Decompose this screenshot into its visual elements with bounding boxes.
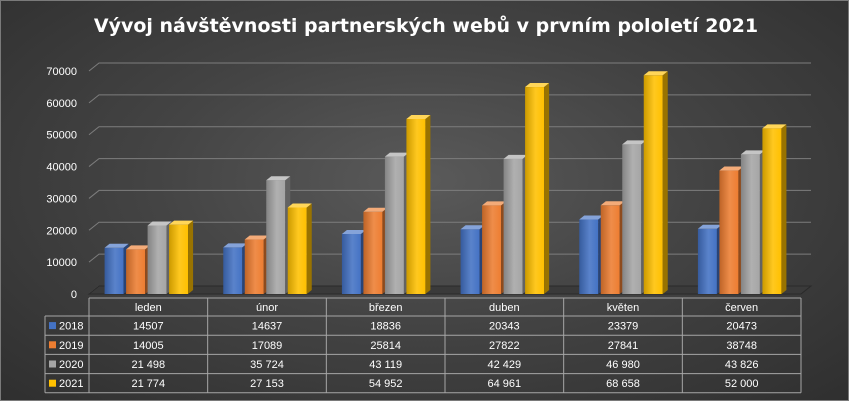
x-category-label: leden (135, 302, 162, 314)
gridline (88, 189, 811, 199)
x-category-label: únor (256, 302, 278, 314)
bar (622, 140, 647, 294)
bars (104, 71, 787, 294)
table-cell: 20343 (489, 321, 520, 333)
bar (266, 176, 291, 294)
x-category-label: březen (369, 302, 403, 314)
y-tick-label: 0 (71, 289, 77, 301)
bar (460, 225, 485, 294)
bar (762, 124, 787, 294)
x-category-label: květen (607, 302, 639, 314)
gridline (88, 126, 811, 136)
y-tick-label: 40000 (46, 162, 77, 174)
table-cell: 68 658 (606, 378, 640, 390)
y-tick-label: 20000 (46, 225, 77, 237)
gridline (88, 62, 811, 72)
table-cell: 38748 (726, 340, 757, 352)
table-cell: 17089 (252, 340, 283, 352)
legend-key (49, 379, 56, 387)
chart-title: Vývoj návštěvnosti partnerských webů v p… (94, 14, 758, 37)
x-category-label: červen (725, 302, 758, 314)
bar (169, 220, 194, 294)
bar (643, 71, 668, 294)
legend-label: 2021 (59, 378, 83, 390)
table-cell: 25814 (370, 340, 401, 352)
table-cell: 52 000 (725, 378, 759, 390)
table-cell: 43 826 (725, 359, 759, 371)
bar (147, 221, 172, 294)
legend-label: 2018 (59, 321, 83, 333)
table-cell: 21 498 (132, 359, 166, 371)
bar (406, 114, 431, 294)
bar (719, 166, 744, 294)
bar (482, 201, 507, 294)
table-cell: 54 952 (369, 378, 403, 390)
table-cell: 14637 (252, 321, 283, 333)
bar (697, 224, 722, 294)
gridline (88, 94, 811, 104)
y-tick-label: 30000 (46, 193, 77, 205)
table-cell: 23379 (608, 321, 639, 333)
x-category-label: duben (489, 302, 520, 314)
y-axis-ticks: 0 10000 20000 30000 40000 50000 60000 70000 (46, 66, 77, 301)
legend-key (49, 322, 56, 330)
table-cell: 43 119 (369, 359, 402, 371)
bar (287, 203, 312, 294)
table-cell: 46 980 (606, 359, 640, 371)
gridline (88, 158, 811, 167)
bar (384, 152, 409, 294)
y-tick-label: 60000 (46, 98, 77, 110)
table-cell: 64 961 (488, 378, 522, 390)
table-cell: 14005 (133, 340, 164, 352)
gridline (88, 221, 811, 231)
y-tick-label: 70000 (46, 66, 77, 78)
table-cell: 27 153 (250, 378, 284, 390)
legend-key (49, 341, 56, 349)
table-cell: 27822 (489, 340, 520, 352)
bar (244, 235, 269, 294)
legend-label: 2019 (59, 340, 83, 352)
bar (363, 207, 388, 294)
table-cell: 21 774 (132, 378, 166, 390)
legend-label: 2020 (59, 359, 83, 371)
y-tick-label: 50000 (46, 130, 77, 142)
table-cell: 35 724 (250, 359, 284, 371)
bar (104, 243, 129, 294)
table-cell: 14507 (133, 321, 164, 333)
bar (600, 201, 625, 294)
table-cell: 27841 (608, 340, 639, 352)
table-cell: 20473 (726, 321, 757, 333)
bar (503, 154, 528, 294)
bar (740, 150, 765, 294)
bar (525, 83, 550, 294)
table-cell: 18836 (370, 321, 401, 333)
data-table: leden únor březen duben květen červen 2018 1450… (44, 297, 802, 394)
bar (223, 243, 248, 294)
legend-key (49, 360, 56, 368)
y-tick-label: 10000 (46, 257, 77, 269)
gridline (88, 253, 811, 263)
bar (126, 245, 151, 294)
bar (341, 229, 366, 294)
bar (579, 215, 604, 294)
table-cell: 42 429 (488, 359, 522, 371)
